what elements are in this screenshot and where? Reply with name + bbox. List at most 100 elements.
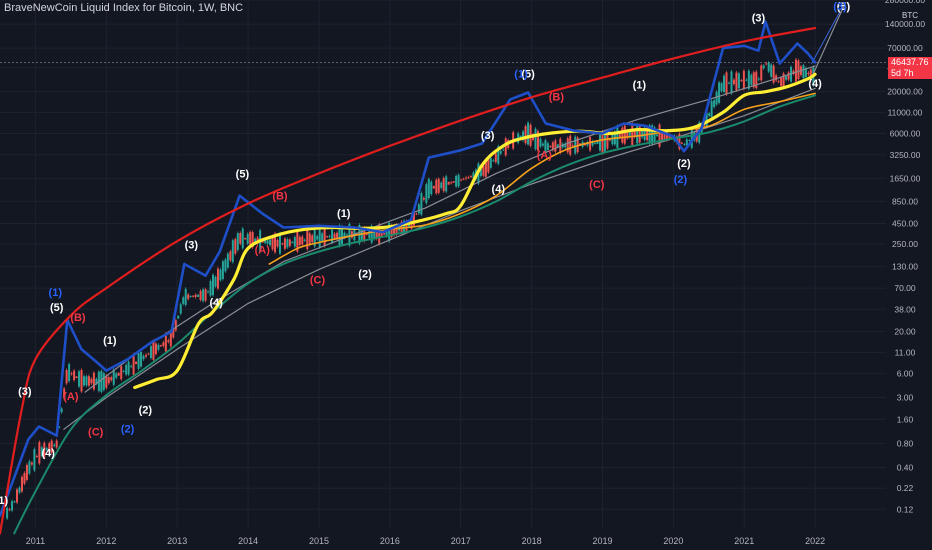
candle-body [38, 442, 41, 464]
wave-label: (C) [88, 427, 104, 439]
candle-body [777, 81, 780, 83]
candle-body [437, 178, 440, 193]
candle-body [107, 377, 110, 384]
candle-body [574, 136, 577, 154]
wave-label: (4) [492, 183, 506, 195]
y-tick-label: 6.00 [897, 368, 914, 378]
candle-body [576, 137, 579, 153]
candle-body [40, 447, 43, 456]
candle-body [375, 229, 378, 239]
candle-body [316, 236, 319, 240]
x-tick-label: 2016 [380, 536, 400, 546]
candle-body [370, 225, 373, 243]
candle-body [442, 178, 445, 192]
candle-body [450, 182, 453, 184]
candle-body [415, 213, 418, 215]
candle-body [732, 79, 735, 85]
candle-body [651, 125, 654, 145]
candle-body [430, 181, 433, 195]
candle-body [164, 333, 167, 352]
candle-body [122, 370, 125, 372]
candle-body [90, 378, 93, 384]
candle-body [298, 236, 301, 246]
candle-body [167, 340, 170, 342]
candle-body [286, 239, 289, 248]
candle-body [445, 176, 448, 192]
candle-body [809, 69, 812, 81]
candle-body [792, 70, 795, 74]
candle-body [492, 160, 495, 162]
candle-body [274, 233, 277, 253]
x-tick-label: 2011 [26, 536, 45, 546]
candle-body [462, 178, 465, 180]
candle-body [172, 329, 175, 338]
candle-body [239, 232, 242, 244]
candle-body [16, 489, 19, 503]
y-axis[interactable]: 280000.00140000.0070000.0040000.0020000.… [885, 0, 925, 514]
candle-body [95, 378, 98, 384]
candle-body [162, 342, 165, 346]
x-tick-label: 2018 [522, 536, 542, 546]
candle-body [519, 135, 522, 139]
candle-body [197, 294, 200, 297]
candle-body [427, 179, 430, 199]
candle-body [276, 239, 279, 247]
candle-body [207, 291, 210, 293]
candle-body [740, 80, 743, 82]
candle-body [554, 140, 557, 152]
candle-body [665, 133, 668, 141]
wave-label: (3) [185, 239, 199, 251]
candle-body [102, 373, 105, 390]
candle-body [638, 125, 641, 143]
candle-body [87, 376, 90, 386]
candle-body [169, 332, 172, 347]
candle-body [105, 375, 108, 388]
candle-body [345, 234, 348, 236]
candle-body [11, 501, 14, 511]
candle-body [487, 158, 490, 173]
candle-body [472, 172, 475, 179]
candle-body [48, 443, 51, 453]
candle-body [194, 294, 197, 298]
candle-body [281, 243, 284, 245]
candle-body [589, 136, 592, 151]
gray-channel-2 [84, 65, 816, 393]
candle-body [221, 261, 224, 280]
candle-body [135, 361, 138, 365]
candle-body [606, 132, 609, 149]
candle-body [534, 128, 537, 150]
candle-body [159, 345, 162, 347]
wave-label: (5) [50, 302, 64, 314]
candle-body [720, 83, 723, 92]
y-tick-label: 11000.00 [888, 107, 923, 117]
candle-body [75, 376, 78, 379]
candle-body [338, 225, 341, 246]
grid [0, 0, 886, 528]
wave-labels: (1)(3)(4)(5)(1)(B)(A)(C)(1)(2)(2)(3)(4)(… [0, 1, 851, 507]
candle-body [388, 222, 391, 242]
candle-body [425, 184, 428, 204]
candle-body [765, 63, 768, 65]
candle-body [730, 71, 733, 94]
x-axis[interactable]: 2011 2012 2013 2014 2015 2016 2017 2018 2019 2020… [26, 536, 825, 546]
candle-body [460, 179, 463, 181]
candle-body [378, 224, 381, 245]
y-tick-label: 1.60 [897, 414, 914, 424]
candle-body [502, 149, 505, 151]
candle-body [266, 240, 269, 244]
candle-body [393, 225, 396, 236]
wave-label: (C) [589, 179, 605, 191]
candle-body [385, 229, 388, 237]
candle-body [137, 353, 140, 369]
y-tick-label: 850.00 [892, 196, 918, 206]
candle-body [412, 212, 415, 226]
x-tick-label: 2015 [309, 536, 329, 546]
candle-body [395, 224, 398, 235]
candle-body [594, 142, 597, 144]
candle-body [117, 372, 120, 376]
candle-body [737, 73, 740, 89]
candle-body [340, 226, 343, 245]
wave-label: (3) [481, 130, 495, 142]
candle-body [301, 236, 304, 245]
